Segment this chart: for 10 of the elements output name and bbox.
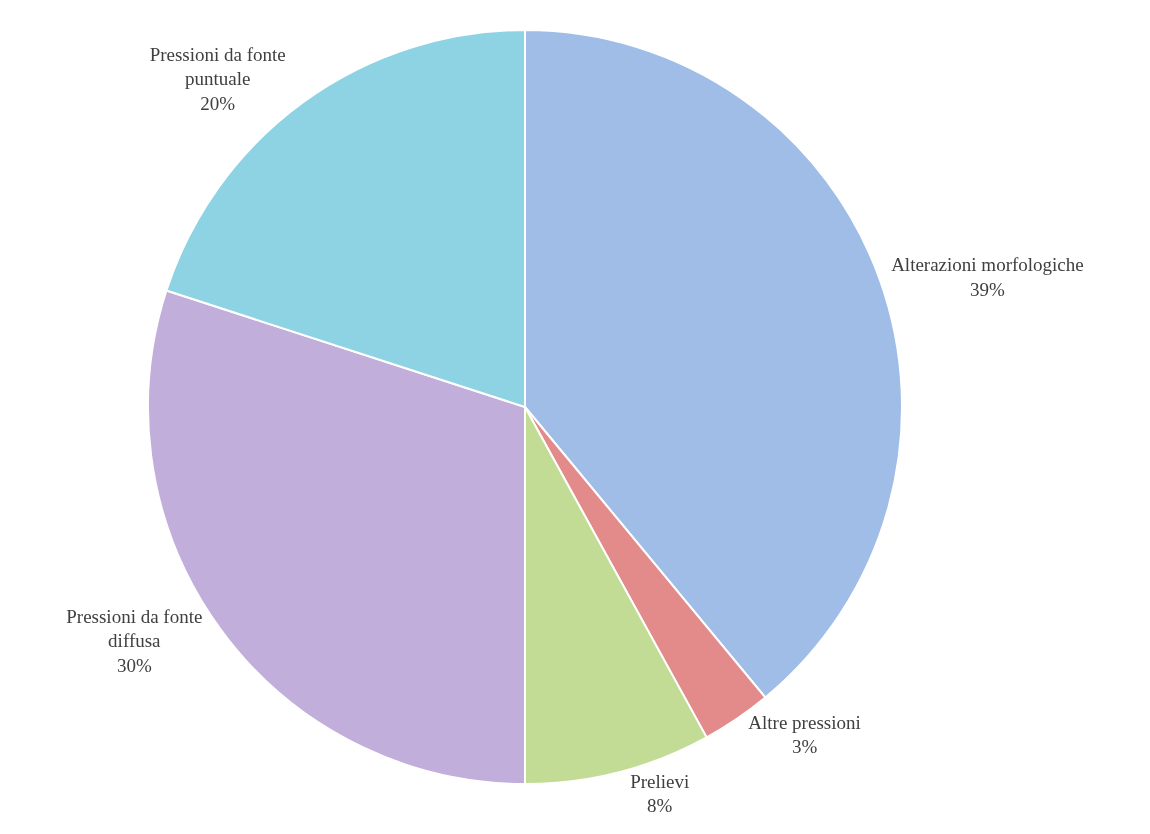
data-label: 39% xyxy=(970,278,1006,300)
data-label: 8% xyxy=(647,795,673,817)
data-label: 3% xyxy=(791,736,818,758)
data-label: 30% xyxy=(116,654,152,676)
slice-label: Pressioni da fonte puntuale xyxy=(149,43,286,90)
data-label: 20% xyxy=(200,93,236,115)
slice-label: Alterazioni morfologiche xyxy=(891,253,1084,275)
slice-label: Pressioni da fonte diffusa xyxy=(66,605,203,652)
slice-label: Prelievi xyxy=(630,770,690,792)
slice-label: Altre pressioni xyxy=(748,711,861,733)
